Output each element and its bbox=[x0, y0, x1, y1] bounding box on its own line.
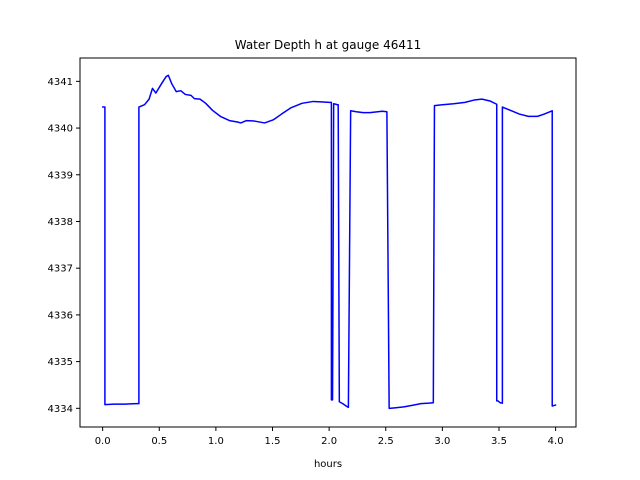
y-tick-label: 4341 bbox=[48, 77, 73, 88]
y-tick-label: 4338 bbox=[48, 217, 73, 228]
y-tick-label: 4334 bbox=[48, 404, 73, 415]
x-tick-label: 4.0 bbox=[548, 436, 564, 447]
x-tick-label: 1.5 bbox=[265, 436, 281, 447]
y-tick-label: 4337 bbox=[48, 264, 73, 275]
x-tick-label: 0.5 bbox=[151, 436, 167, 447]
plot-frame bbox=[79, 57, 577, 428]
y-tick-label: 4335 bbox=[48, 357, 73, 368]
x-axis-label: hours bbox=[314, 459, 342, 470]
x-tick-label: 2.5 bbox=[378, 436, 394, 447]
chart-title: Water Depth h at gauge 46411 bbox=[235, 38, 422, 52]
x-tick-label: 1.0 bbox=[208, 436, 224, 447]
plot-area bbox=[101, 74, 557, 410]
x-tick-label: 3.5 bbox=[491, 436, 507, 447]
x-axis-ticks: 0.0 0.5 1.0 1.5 2.0 2.5 3.0 3.5 4.0 bbox=[95, 427, 564, 447]
x-tick-label: 2.0 bbox=[321, 436, 337, 447]
y-tick-label: 4339 bbox=[48, 170, 73, 181]
x-tick-label: 0.0 bbox=[95, 436, 111, 447]
y-tick-label: 4340 bbox=[48, 124, 73, 135]
x-tick-label: 3.0 bbox=[434, 436, 450, 447]
series-line-0 bbox=[101, 74, 557, 410]
y-axis-ticks: 4334 4335 4336 4337 4338 4339 4340 4341 bbox=[48, 77, 80, 415]
y-tick-label: 4336 bbox=[48, 310, 73, 321]
